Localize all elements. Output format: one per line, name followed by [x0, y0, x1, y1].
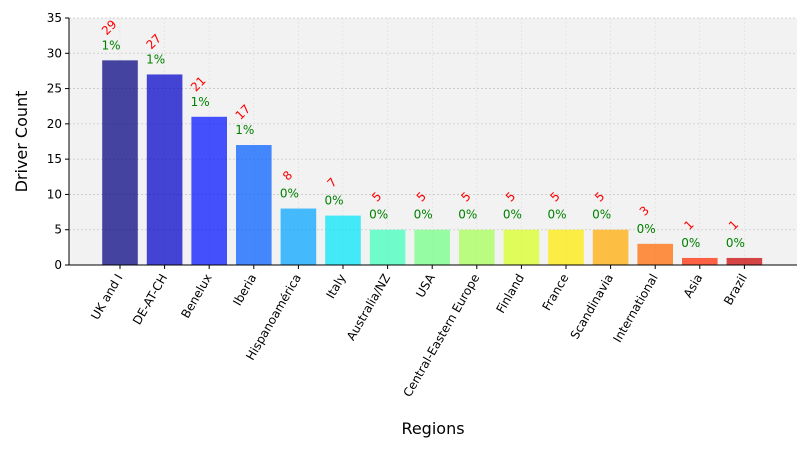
y-tick-label: 0: [54, 258, 62, 272]
percent-label: 0%: [503, 208, 522, 222]
percent-label: 0%: [592, 208, 611, 222]
x-tick-label: Finland: [493, 272, 527, 316]
bar: [280, 208, 317, 265]
data-labels: 1%291%271%211%170%80%70%50%50%50%50%50%5…: [99, 17, 745, 250]
x-tick-label: International: [610, 272, 660, 345]
y-tick-label: 30: [47, 46, 62, 60]
bar: [191, 116, 227, 265]
x-tick-label: Benelux: [178, 272, 214, 321]
percent-label: 0%: [547, 208, 566, 222]
x-tick-label: USA: [413, 271, 438, 300]
y-tick-label: 10: [47, 187, 62, 201]
percent-label: 0%: [369, 208, 388, 222]
percent-label: 1%: [101, 38, 120, 52]
x-tick-label: Italy: [323, 272, 348, 302]
percent-label: 0%: [324, 194, 343, 208]
percent-label: 0%: [414, 208, 433, 222]
x-axis-title: Regions: [401, 419, 464, 438]
bar: [726, 257, 763, 265]
x-tick-label: UK and I: [88, 272, 125, 323]
bar: [146, 74, 183, 265]
percent-label: 1%: [235, 123, 254, 137]
bar: [414, 229, 450, 265]
y-axis-title: Driver Count: [12, 91, 31, 193]
bar: [102, 60, 138, 265]
bar: [637, 243, 673, 265]
x-tick-label: Brazil: [721, 272, 750, 308]
bar: [236, 145, 272, 265]
percent-label: 0%: [726, 236, 745, 250]
x-tick-label: Scandinavia: [568, 272, 617, 342]
bar: [682, 257, 718, 265]
percent-label: 1%: [191, 95, 210, 109]
y-tick-label: 25: [47, 82, 62, 96]
percent-label: 0%: [280, 187, 299, 201]
bars: [102, 60, 763, 265]
plot-area: [69, 18, 797, 265]
x-tick-label: Central-Eastern Europe: [400, 272, 482, 400]
bar: [592, 229, 629, 265]
y-tick-label: 15: [47, 152, 62, 166]
percent-label: 1%: [146, 52, 165, 66]
x-tick-label: DE-AT-CH: [130, 272, 170, 328]
x-tick-label: Asia: [681, 272, 706, 301]
percent-label: 0%: [681, 236, 700, 250]
percent-label: 0%: [637, 222, 656, 236]
bar: [369, 229, 406, 265]
percent-label: 0%: [458, 208, 477, 222]
x-tick-label: France: [540, 272, 572, 314]
y-tick-label: 20: [47, 117, 62, 131]
y-axis: 0 5 10 15 20 25 30 35: [47, 11, 70, 272]
x-tick-label: Iberia: [230, 272, 259, 309]
bar: [503, 229, 540, 265]
bar: [325, 215, 361, 265]
bar: [548, 229, 584, 265]
y-tick-label: 35: [47, 11, 62, 25]
x-axis: UK and I DE-AT-CH Benelux IberiaHispanoamér…: [69, 264, 797, 400]
bar: [459, 229, 495, 265]
y-tick-label: 5: [54, 223, 62, 237]
x-tick-label: Australia/NZ: [344, 272, 393, 343]
